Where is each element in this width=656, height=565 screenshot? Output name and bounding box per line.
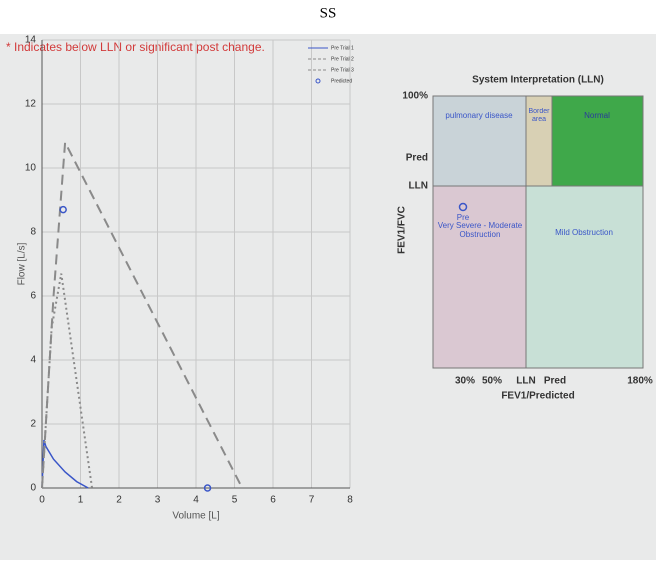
- x-tick-label: 1: [78, 495, 84, 506]
- x-tick-label: 0: [39, 495, 45, 506]
- region-label-box: Border area: [527, 108, 551, 138]
- x-tick-label: 2: [116, 495, 122, 506]
- x-tick-label: 6: [270, 495, 276, 506]
- y-tick-label: 6: [30, 291, 36, 302]
- region: [433, 96, 526, 186]
- note: * Indicates below LLN or significant pos…: [6, 40, 265, 54]
- y-tick-label: 10: [25, 163, 37, 174]
- legend-label: Pre Trial 2: [331, 56, 354, 62]
- legend-label: Predicted: [331, 78, 352, 84]
- region-label-box: Very Severe - Moderate Obstruction: [436, 221, 524, 245]
- region: [526, 186, 643, 368]
- x-tick-label: 180%: [627, 376, 653, 387]
- x-tick-label: 8: [347, 495, 353, 506]
- interp-title: System Interpretation (LLN): [472, 75, 604, 86]
- x-axis-label: Volume [L]: [172, 511, 219, 522]
- x-tick-label: 5: [232, 495, 238, 506]
- legend-label: Pre Trial 1: [331, 45, 354, 51]
- y-tick-label: 8: [30, 227, 36, 238]
- y-tick-label: LLN: [409, 181, 428, 192]
- region: [433, 186, 526, 368]
- region-label: Mild Obstruction: [555, 228, 613, 237]
- y-tick-label: 4: [30, 355, 36, 366]
- y-tick-label: 14: [25, 35, 37, 46]
- y-axis-label: Flow [L/s]: [17, 242, 28, 285]
- x-tick-label: Pred: [544, 376, 566, 387]
- x-axis-label: FEV1/Predicted: [501, 391, 574, 402]
- x-tick-label: 50%: [482, 376, 502, 387]
- region-label: Normal: [584, 111, 610, 120]
- y-axis-label: FEV1/FVC: [397, 206, 408, 254]
- region: [552, 96, 643, 186]
- region-label: pulmonary disease: [445, 111, 513, 120]
- y-tick-label: Pred: [406, 153, 428, 164]
- x-tick-label: LLN: [516, 376, 535, 387]
- y-tick-label: 12: [25, 99, 37, 110]
- x-tick-label: 7: [309, 495, 315, 506]
- region-label: Border area: [527, 108, 551, 124]
- page-title: SS: [320, 5, 337, 21]
- x-tick-label: 4: [193, 495, 199, 506]
- y-tick-label: 100%: [402, 91, 428, 102]
- page: SS * Indicates below LLN or significant …: [0, 0, 656, 560]
- x-tick-label: 3: [155, 495, 161, 506]
- legend-label: Pre Trial 3: [331, 67, 354, 73]
- region-label: Very Severe - Moderate Obstruction: [436, 221, 524, 239]
- interpretation-chart: System Interpretation (LLN) pulmonary di…: [397, 75, 653, 402]
- y-tick-label: 2: [30, 419, 36, 430]
- x-tick-label: 30%: [455, 376, 475, 387]
- y-tick-label: 0: [30, 483, 36, 494]
